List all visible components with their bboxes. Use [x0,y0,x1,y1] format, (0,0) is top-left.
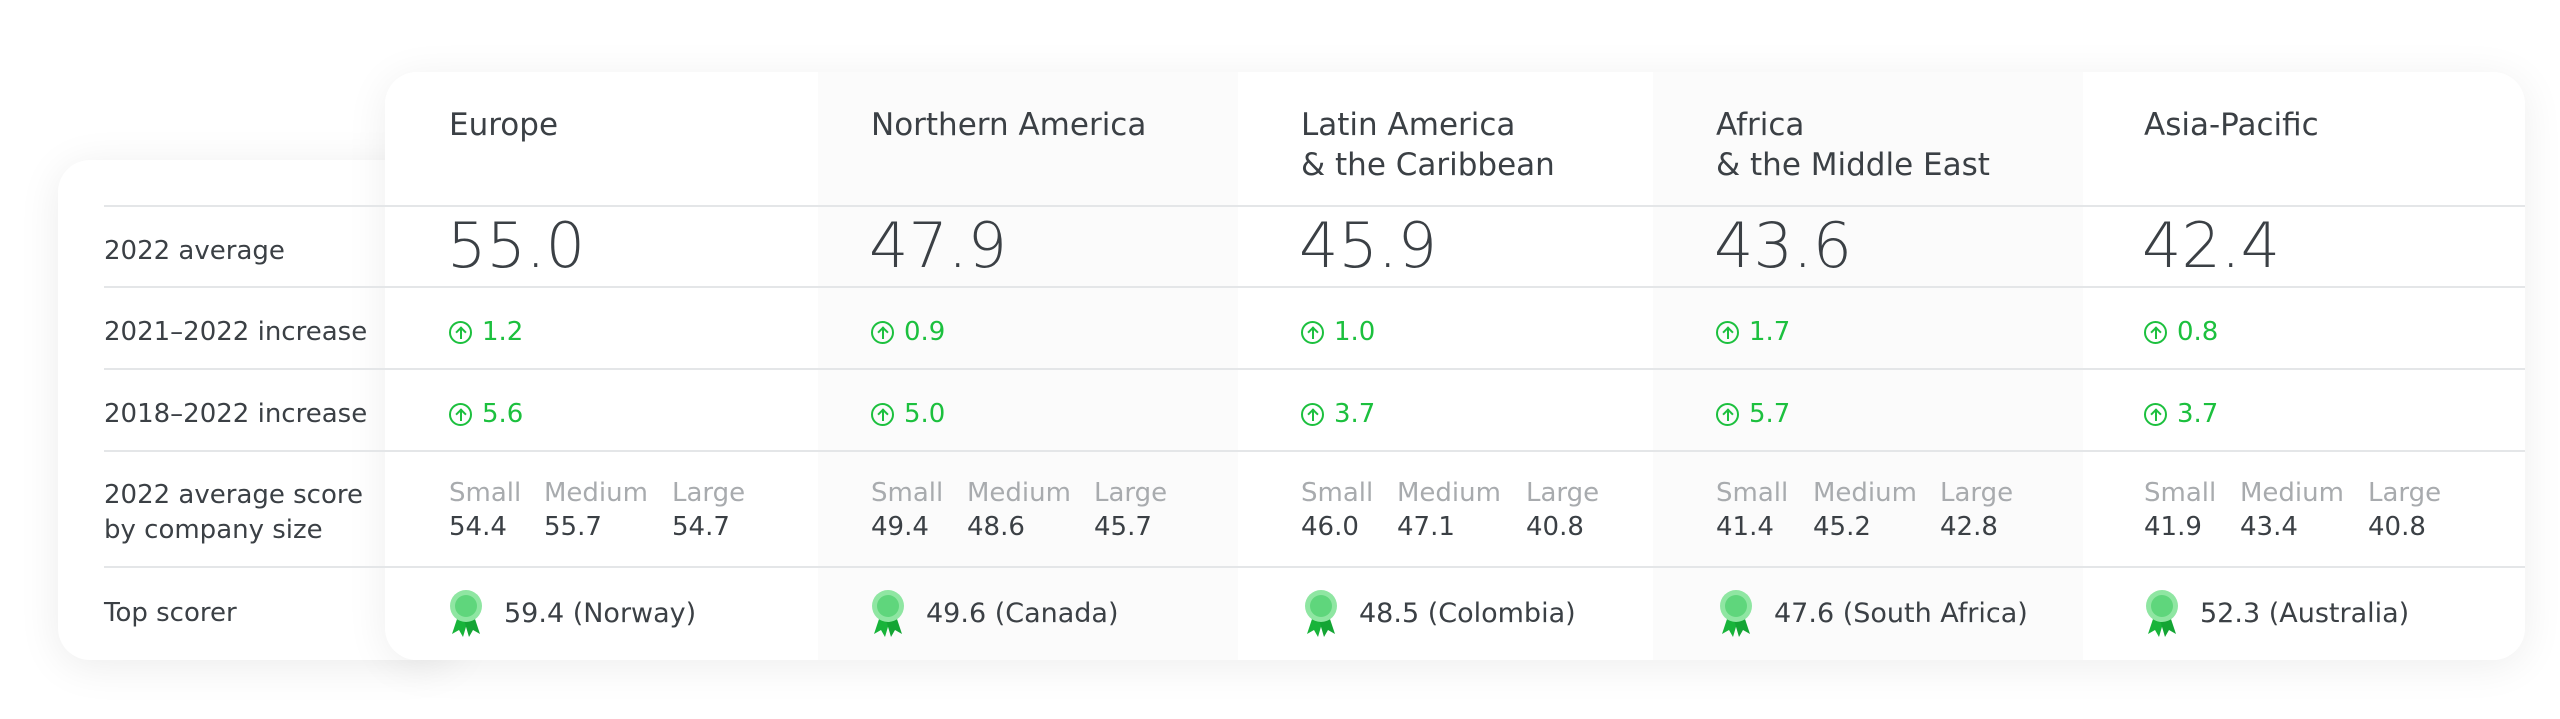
size-value-small: 41.9 [2144,512,2202,542]
arrow-up-circle-icon [449,320,472,344]
arrow-up-circle-icon [449,402,472,426]
increase-2021-northern-america: 0.9 [871,315,945,349]
size-label-medium: Medium [2240,478,2344,508]
increase-2018-asia-pacific: 3.7 [2144,397,2218,431]
row-label-size-line2: by company size [104,515,323,545]
region-title-latin-america: Latin America & the Caribbean [1301,107,1555,183]
size-value-large: 45.7 [1094,512,1152,542]
top-scorer-latin-america: 48.5 (Colombia) [1301,588,1576,638]
size-label-medium: Medium [1813,478,1917,508]
size-value-medium: 47.1 [1397,512,1455,542]
size-label-small: Small [1716,478,1789,508]
arrow-up-circle-icon [1301,402,1324,426]
arrow-up-circle-icon [1301,320,1324,344]
size-label-large: Large [2368,478,2442,508]
size-value-medium: 48.6 [967,512,1025,542]
row-label-2022-average: 2022 average [104,236,285,266]
size-value-small: 41.4 [1716,512,1774,542]
size-label-medium: Medium [544,478,648,508]
row-label-2018-2022-increase: 2018–2022 increase [104,399,368,429]
increase-2018-northern-america: 5.0 [871,397,945,431]
arrow-up-circle-icon [1716,320,1739,344]
top-scorer-asia-pacific: 52.3 (Australia) [2142,588,2409,638]
region-title-asia-pacific: Asia-Pacific [2144,107,2319,143]
increase-value: 5.6 [482,399,524,429]
arrow-up-circle-icon [2144,402,2167,426]
award-ribbon-icon [1305,590,1337,637]
increase-value: 5.7 [1749,399,1791,429]
region-title-northern-america: Northern America [871,107,1147,143]
increase-2021-asia-pacific: 0.8 [2144,315,2218,349]
size-value-large: 54.7 [672,512,730,542]
regions-card [385,72,2525,660]
size-label-large: Large [1094,478,1168,508]
increase-2021-africa: 1.7 [1716,315,1790,349]
avg-value-northern-america: 47.9 [869,209,1008,282]
top-scorer-value: 48.5 (Colombia) [1359,597,1576,629]
avg-value-europe: 55.0 [447,209,586,282]
award-ribbon-icon [450,590,482,637]
top-scorer-value: 49.6 (Canada) [926,597,1119,629]
top-scorer-value: 52.3 (Australia) [2200,597,2410,629]
increase-value: 0.8 [2177,317,2219,347]
size-value-small: 46.0 [1301,512,1359,542]
arrow-up-circle-icon [871,402,894,426]
size-label-small: Small [449,478,522,508]
arrow-up-circle-icon [2144,320,2167,344]
top-scorer-northern-america: 49.6 (Canada) [868,588,1119,638]
row-label-size-line1: 2022 average score [104,480,363,510]
size-label-small: Small [2144,478,2217,508]
size-value-small: 49.4 [871,512,929,542]
increase-2018-africa: 5.7 [1716,397,1790,431]
increase-2018-latin-america: 3.7 [1301,397,1375,431]
size-label-small: Small [871,478,944,508]
size-value-large: 40.8 [1526,512,1584,542]
increase-value: 5.0 [904,399,946,429]
size-value-medium: 45.2 [1813,512,1871,542]
award-ribbon-icon [1720,590,1752,637]
increase-value: 3.7 [1334,399,1376,429]
top-scorer-africa: 47.6 (South Africa) [1716,588,2028,638]
avg-value-africa: 43.6 [1714,209,1853,282]
increase-2021-europe: 1.2 [449,315,523,349]
award-ribbon-icon [872,590,904,637]
size-label-large: Large [1940,478,2014,508]
region-title-europe: Europe [449,107,559,143]
arrow-up-circle-icon [871,320,894,344]
increase-value: 1.7 [1749,317,1791,347]
size-value-large: 40.8 [2368,512,2426,542]
avg-value-latin-america: 45.9 [1299,209,1438,282]
arrow-up-circle-icon [1716,402,1739,426]
row-label-top-scorer: Top scorer [104,598,237,628]
size-value-medium: 43.4 [2240,512,2298,542]
increase-2021-latin-america: 1.0 [1301,315,1375,349]
top-scorer-europe: 59.4 (Norway) [446,588,696,638]
top-scorer-value: 47.6 (South Africa) [1774,597,2028,629]
avg-value-asia-pacific: 42.4 [2142,209,2281,282]
increase-value: 1.0 [1334,317,1376,347]
size-label-small: Small [1301,478,1374,508]
award-ribbon-icon [2146,590,2178,637]
region-title-africa: Africa & the Middle East [1716,107,1990,183]
increase-value: 1.2 [482,317,524,347]
increase-2018-europe: 5.6 [449,397,523,431]
row-label-2021-2022-increase: 2021–2022 increase [104,317,368,347]
size-value-medium: 55.7 [544,512,602,542]
size-value-large: 42.8 [1940,512,1998,542]
top-scorer-value: 59.4 (Norway) [504,597,697,629]
size-value-small: 54.4 [449,512,507,542]
size-label-medium: Medium [967,478,1071,508]
size-label-medium: Medium [1397,478,1501,508]
increase-value: 3.7 [2177,399,2219,429]
size-label-large: Large [1526,478,1600,508]
increase-value: 0.9 [904,317,946,347]
size-label-large: Large [672,478,746,508]
